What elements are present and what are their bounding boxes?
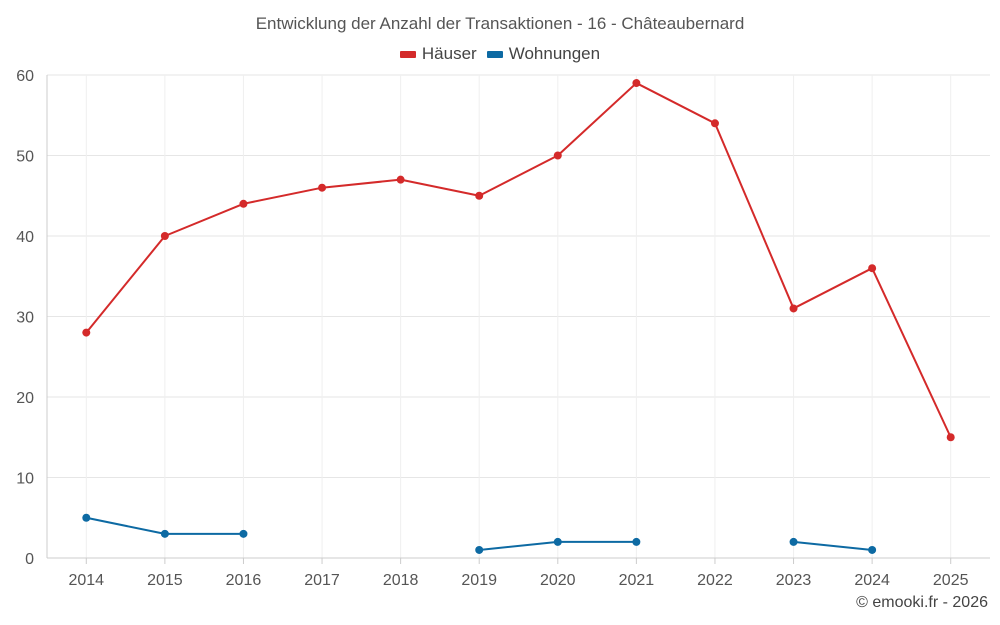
y-tick-label: 10 bbox=[16, 471, 34, 488]
x-tick-label: 2022 bbox=[697, 572, 733, 589]
y-tick-label: 50 bbox=[16, 149, 34, 166]
data-point-wohnungen bbox=[160, 529, 169, 538]
data-point-haeuser bbox=[475, 191, 484, 200]
x-tick-label: 2018 bbox=[383, 572, 419, 589]
data-point-wohnungen bbox=[553, 537, 562, 546]
data-point-wohnungen bbox=[475, 545, 484, 554]
legend-label-haeuser: Häuser bbox=[421, 44, 477, 63]
x-tick-label: 2021 bbox=[619, 572, 655, 589]
x-tick-label: 2025 bbox=[933, 572, 969, 589]
x-tick-label: 2015 bbox=[147, 572, 183, 589]
y-tick-label: 40 bbox=[16, 229, 34, 246]
legend-item-wohnungen[interactable]: Wohnungen bbox=[486, 44, 601, 64]
data-point-wohnungen bbox=[239, 529, 248, 538]
legend-swatch-wohnungen bbox=[486, 50, 503, 58]
data-point-wohnungen bbox=[632, 537, 641, 546]
data-point-haeuser bbox=[553, 151, 562, 160]
y-tick-label: 60 bbox=[16, 68, 34, 85]
data-point-haeuser bbox=[710, 119, 719, 128]
data-point-haeuser bbox=[868, 264, 877, 273]
data-point-haeuser bbox=[82, 328, 91, 337]
y-tick-label: 20 bbox=[16, 390, 34, 407]
x-tick-label: 2019 bbox=[461, 572, 497, 589]
x-tick-label: 2017 bbox=[304, 572, 340, 589]
x-tick-label: 2014 bbox=[68, 572, 104, 589]
y-tick-label: 0 bbox=[25, 551, 34, 568]
legend-label-wohnungen: Wohnungen bbox=[508, 44, 601, 63]
y-tick-label: 30 bbox=[16, 310, 34, 327]
legend: Häuser Wohnungen bbox=[0, 44, 1000, 64]
x-tick-label: 2020 bbox=[540, 572, 576, 589]
credit-text: © emooki.fr - 2026 bbox=[856, 594, 988, 611]
data-point-wohnungen bbox=[789, 537, 798, 546]
data-point-wohnungen bbox=[868, 545, 877, 554]
data-point-haeuser bbox=[396, 175, 405, 184]
data-point-wohnungen bbox=[82, 513, 91, 522]
x-tick-label: 2024 bbox=[854, 572, 890, 589]
data-point-haeuser bbox=[318, 183, 327, 192]
data-point-haeuser bbox=[632, 79, 641, 88]
data-point-haeuser bbox=[160, 232, 169, 240]
series-line-haeuser bbox=[85, 82, 952, 438]
series-line-wohnungen bbox=[793, 540, 873, 551]
x-tick-label: 2023 bbox=[776, 572, 812, 589]
data-point-haeuser bbox=[239, 199, 248, 208]
legend-swatch-haeuser bbox=[399, 50, 416, 58]
data-point-haeuser bbox=[789, 304, 798, 313]
chart-title: Entwicklung der Anzahl der Transaktionen… bbox=[255, 14, 745, 33]
x-tick-label: 2016 bbox=[226, 572, 262, 589]
legend-item-haeuser[interactable]: Häuser bbox=[399, 44, 477, 64]
data-point-haeuser bbox=[946, 433, 955, 442]
